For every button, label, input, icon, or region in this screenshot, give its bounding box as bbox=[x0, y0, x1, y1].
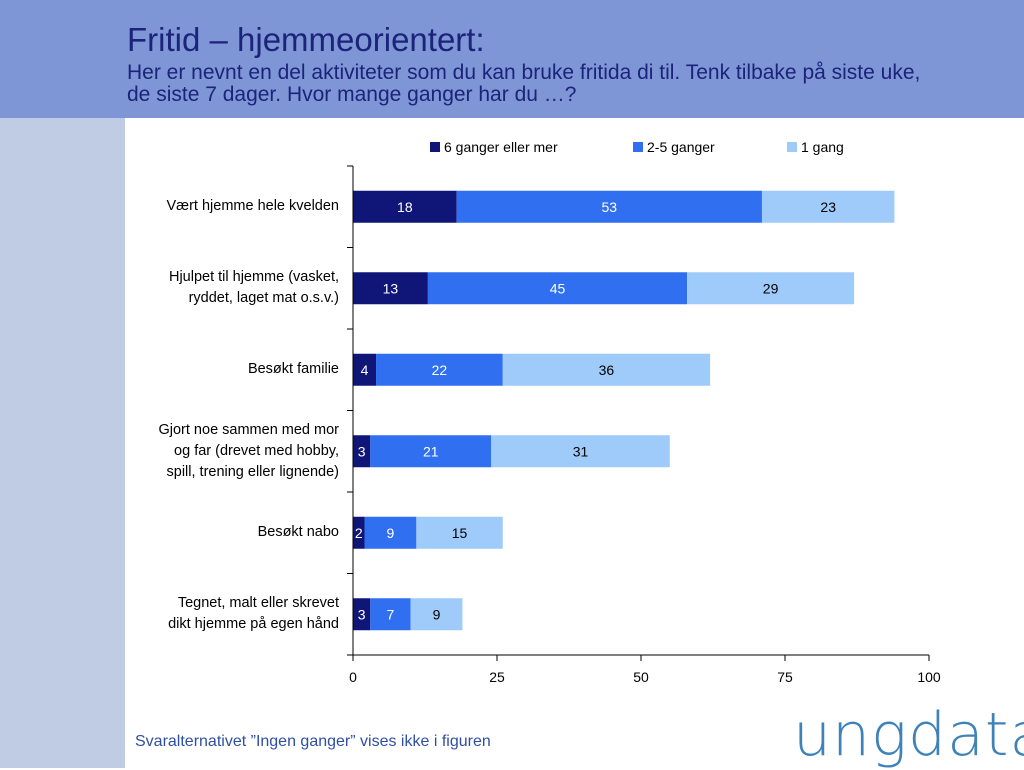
data-label: 13 bbox=[383, 280, 399, 296]
bar-segment bbox=[370, 598, 411, 631]
page-subtitle: Her er nevnt en del aktiviteter som du k… bbox=[127, 61, 921, 106]
legend-label: 2-5 ganger bbox=[647, 139, 715, 155]
category-label: Besøkt familie bbox=[129, 359, 339, 380]
data-label: 36 bbox=[599, 362, 615, 378]
data-label: 4 bbox=[361, 362, 369, 378]
bar-segment bbox=[416, 516, 503, 549]
chart-area: 6 ganger eller mer 2-5 ganger 1 gang 18 53 23… bbox=[125, 118, 1024, 718]
data-label: 7 bbox=[387, 606, 395, 622]
data-label: 3 bbox=[358, 606, 366, 622]
category-label: Hjulpet til hjemme (vasket, ryddet, laget… bbox=[129, 267, 339, 309]
x-tick-label: 50 bbox=[633, 669, 649, 685]
category-label: Tegnet, malt eller skrevet dikt hjemme på… bbox=[129, 593, 339, 635]
legend-label: 1 gang bbox=[801, 139, 844, 155]
bar-segment bbox=[353, 353, 377, 386]
bar-segment bbox=[353, 598, 371, 631]
bar-segment bbox=[502, 353, 711, 386]
bar-segment bbox=[353, 272, 428, 305]
x-tick-label: 75 bbox=[777, 669, 793, 685]
bar-segment bbox=[364, 516, 417, 549]
bar-segment bbox=[687, 272, 855, 305]
bar-segment bbox=[370, 435, 492, 468]
footnote: Svaralternativet ”Ingen ganger” vises ik… bbox=[135, 733, 491, 750]
bar-segment bbox=[491, 435, 670, 468]
data-label: 31 bbox=[573, 443, 589, 459]
data-label: 53 bbox=[602, 199, 618, 215]
category-label-line: Tegnet, malt eller skrevet bbox=[177, 595, 339, 612]
category-label-line: og far (drevet med hobby, bbox=[174, 442, 339, 459]
category-label-line: ryddet, laget mat o.s.v.) bbox=[188, 290, 339, 307]
category-label-line: spill, trening eller lignende) bbox=[166, 463, 340, 480]
header-band: Fritid – hjemmeorientert: Her er nevnt e… bbox=[0, 0, 1024, 118]
bar-segment bbox=[353, 435, 371, 468]
legend-swatch bbox=[787, 142, 797, 152]
data-label: 23 bbox=[820, 199, 836, 215]
category-label-line: dikt hjemme på egen hånd bbox=[168, 616, 339, 633]
category-label: Gjort noe sammen med mor og far (drevet m… bbox=[129, 420, 339, 483]
x-tick-label: 0 bbox=[349, 669, 357, 685]
bar-segment bbox=[376, 353, 503, 386]
data-label: 29 bbox=[763, 280, 779, 296]
ungdata-logo: ungdata bbox=[793, 700, 1024, 770]
x-tick-label: 100 bbox=[917, 669, 941, 685]
bar-segment bbox=[761, 190, 895, 223]
page-title: Fritid – hjemmeorientert: bbox=[127, 21, 485, 58]
bar-segment bbox=[353, 516, 365, 549]
category-label: Besøkt nabo bbox=[129, 522, 339, 543]
data-label: 3 bbox=[358, 443, 366, 459]
bar-segment bbox=[456, 190, 762, 223]
data-label: 22 bbox=[432, 362, 448, 378]
left-sidebar-band bbox=[0, 118, 125, 768]
bar-segment bbox=[353, 190, 457, 223]
category-label: Vært hjemme hele kvelden bbox=[129, 196, 339, 217]
data-label: 21 bbox=[423, 443, 439, 459]
legend-swatch bbox=[633, 142, 643, 152]
category-label-line: Besøkt familie bbox=[247, 361, 339, 378]
data-label: 15 bbox=[452, 525, 468, 541]
category-label-line: Besøkt nabo bbox=[257, 524, 339, 541]
bar-segment bbox=[427, 272, 688, 305]
data-label: 18 bbox=[397, 199, 413, 215]
legend-label: 6 ganger eller mer bbox=[444, 139, 558, 155]
data-label: 9 bbox=[433, 606, 441, 622]
legend-swatch bbox=[430, 142, 440, 152]
category-label-line: Gjort noe sammen med mor bbox=[158, 421, 339, 438]
bar-segment bbox=[410, 598, 463, 631]
category-label-line: Vært hjemme hele kvelden bbox=[166, 198, 339, 215]
data-label: 2 bbox=[355, 525, 363, 541]
category-label-line: Hjulpet til hjemme (vasket, bbox=[168, 269, 339, 286]
data-label: 9 bbox=[387, 525, 395, 541]
data-label: 45 bbox=[550, 280, 566, 296]
x-tick-label: 25 bbox=[489, 669, 505, 685]
